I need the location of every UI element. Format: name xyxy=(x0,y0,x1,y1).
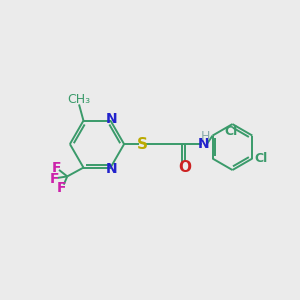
Text: Cl: Cl xyxy=(224,125,238,138)
Text: N: N xyxy=(106,112,117,126)
Text: O: O xyxy=(178,160,191,175)
Text: Cl: Cl xyxy=(254,152,267,165)
Text: N: N xyxy=(106,162,117,176)
Text: F: F xyxy=(51,161,61,175)
Text: H: H xyxy=(201,130,210,143)
Text: N: N xyxy=(198,137,210,151)
Text: CH₃: CH₃ xyxy=(68,93,91,106)
Text: F: F xyxy=(49,172,59,186)
Text: F: F xyxy=(57,181,67,195)
Text: S: S xyxy=(137,136,148,152)
